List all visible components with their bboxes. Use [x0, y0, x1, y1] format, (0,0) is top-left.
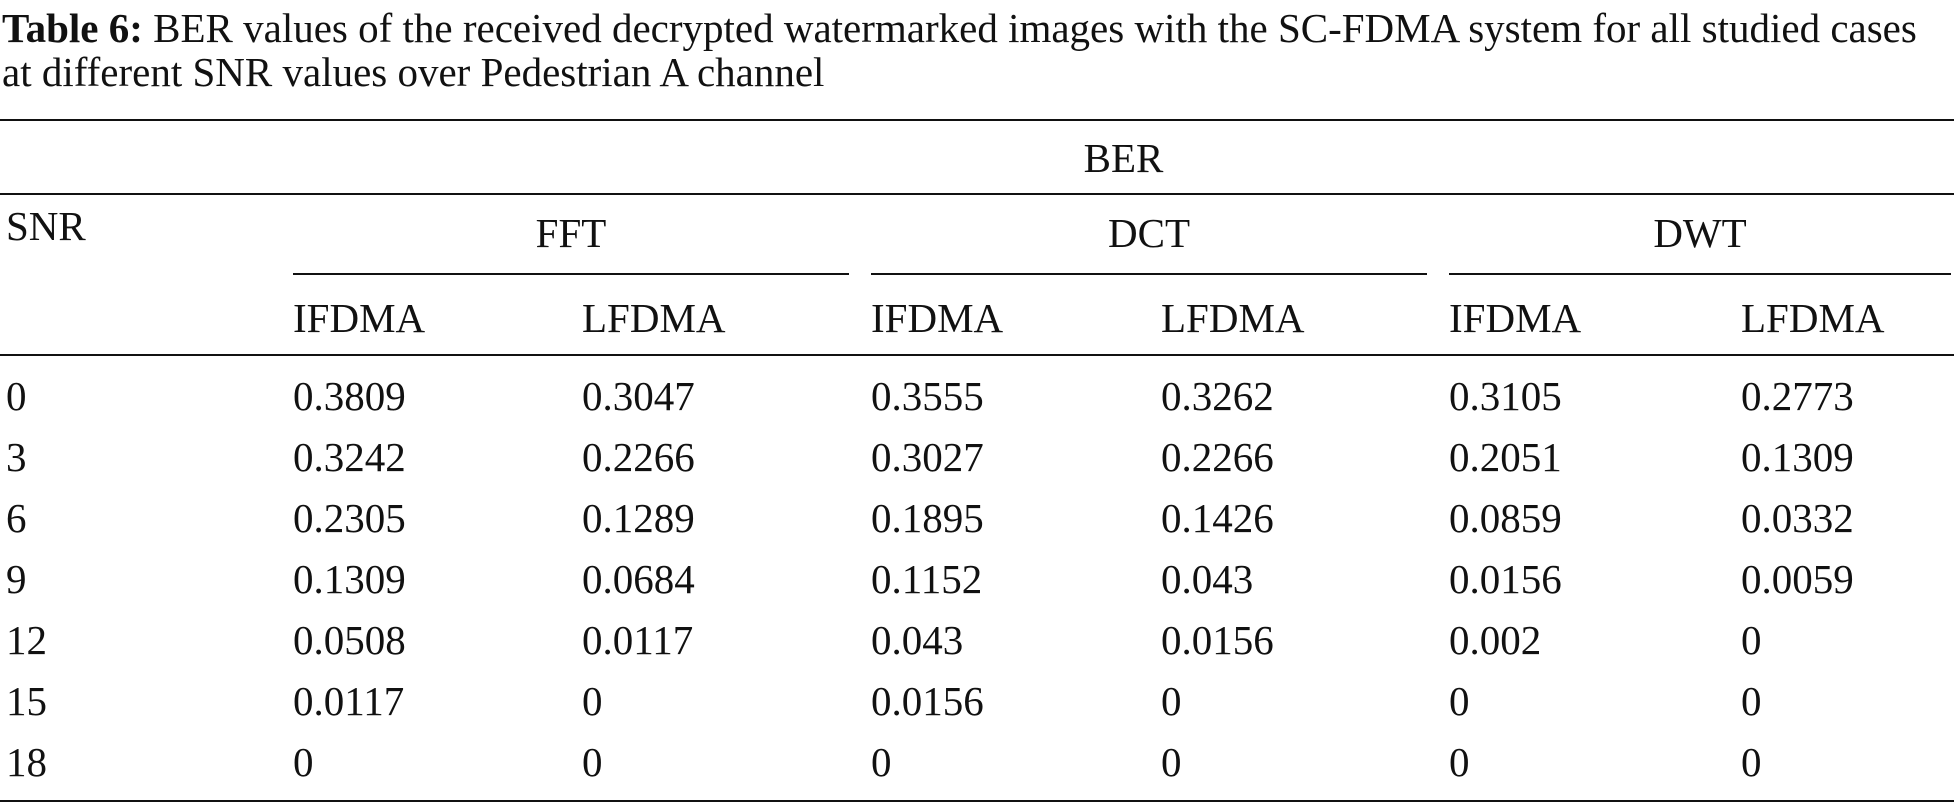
- ber-cell: 0: [582, 678, 603, 724]
- group-header: DCT: [1108, 210, 1190, 256]
- ber-cell: 0.1289: [582, 495, 695, 541]
- ber-cell: 0: [871, 739, 892, 785]
- rule: [871, 273, 1427, 275]
- snr-cell: 3: [6, 434, 27, 480]
- ber-cell: 0.3105: [1449, 373, 1562, 419]
- ber-cell: 0.3809: [293, 373, 406, 419]
- ber-cell: 0.0508: [293, 617, 406, 663]
- ber-cell: 0.0332: [1741, 495, 1854, 541]
- super-header: BER: [1083, 135, 1164, 181]
- snr-cell: 9: [6, 556, 27, 602]
- ber-cell: 0.1152: [871, 556, 983, 602]
- ber-cell: 0.2051: [1449, 434, 1562, 480]
- ber-cell: 0.3242: [293, 434, 406, 480]
- ber-cell: 0.0059: [1741, 556, 1854, 602]
- rule: [293, 273, 849, 275]
- ber-cell: 0: [1741, 678, 1762, 724]
- ber-cell: 0: [1449, 739, 1470, 785]
- sub-header: IFDMA: [293, 295, 426, 341]
- ber-cell: 0: [1449, 678, 1470, 724]
- ber-cell: 0.0156: [871, 678, 984, 724]
- ber-cell: 0.3555: [871, 373, 984, 419]
- group-header: FFT: [535, 210, 607, 256]
- ber-cell: 0.2266: [1161, 434, 1274, 480]
- sub-header: LFDMA: [1741, 295, 1885, 341]
- ber-cell: 0.3027: [871, 434, 984, 480]
- group-header: DWT: [1653, 210, 1747, 256]
- ber-cell: 0.1309: [293, 556, 406, 602]
- ber-cell: 0.002: [1449, 617, 1542, 663]
- rule: [0, 354, 1954, 356]
- ber-cell: 0.1309: [1741, 434, 1854, 480]
- rule: [0, 800, 1954, 802]
- ber-cell: 0: [1161, 678, 1182, 724]
- rule: [1449, 273, 1951, 275]
- snr-cell: 12: [6, 617, 47, 663]
- ber-cell: 0: [582, 739, 603, 785]
- ber-cell: 0.2266: [582, 434, 695, 480]
- ber-cell: 0.2305: [293, 495, 406, 541]
- snr-cell: 18: [6, 739, 47, 785]
- sub-header: IFDMA: [1449, 295, 1582, 341]
- ber-cell: 0: [1161, 739, 1182, 785]
- sub-header: LFDMA: [582, 295, 726, 341]
- ber-cell: 0.2773: [1741, 373, 1854, 419]
- caption-label: Table 6:: [2, 5, 143, 51]
- ber-cell: 0: [293, 739, 314, 785]
- row-header: SNR: [6, 203, 86, 249]
- ber-cell: 0.1426: [1161, 495, 1274, 541]
- snr-cell: 6: [6, 495, 27, 541]
- ber-cell: 0.0117: [582, 617, 694, 663]
- ber-cell: 0.0859: [1449, 495, 1562, 541]
- ber-cell: 0: [1741, 739, 1762, 785]
- snr-cell: 0: [6, 373, 27, 419]
- ber-cell: 0.0156: [1449, 556, 1562, 602]
- caption: Table 6: BER values of the received decr…: [2, 6, 1952, 94]
- sub-header: IFDMA: [871, 295, 1004, 341]
- rule: [0, 119, 1954, 121]
- ber-cell: 0.3047: [582, 373, 695, 419]
- ber-cell: 0.0117: [293, 678, 405, 724]
- ber-cell: 0.043: [871, 617, 964, 663]
- snr-cell: 15: [6, 678, 47, 724]
- caption-text: BER values of the received decrypted wat…: [2, 5, 1917, 95]
- ber-cell: 0: [1741, 617, 1762, 663]
- rule: [0, 193, 1954, 195]
- sub-header: LFDMA: [1161, 295, 1305, 341]
- ber-cell: 0.3262: [1161, 373, 1274, 419]
- ber-cell: 0.0156: [1161, 617, 1274, 663]
- ber-cell: 0.0684: [582, 556, 695, 602]
- ber-cell: 0.1895: [871, 495, 984, 541]
- ber-cell: 0.043: [1161, 556, 1254, 602]
